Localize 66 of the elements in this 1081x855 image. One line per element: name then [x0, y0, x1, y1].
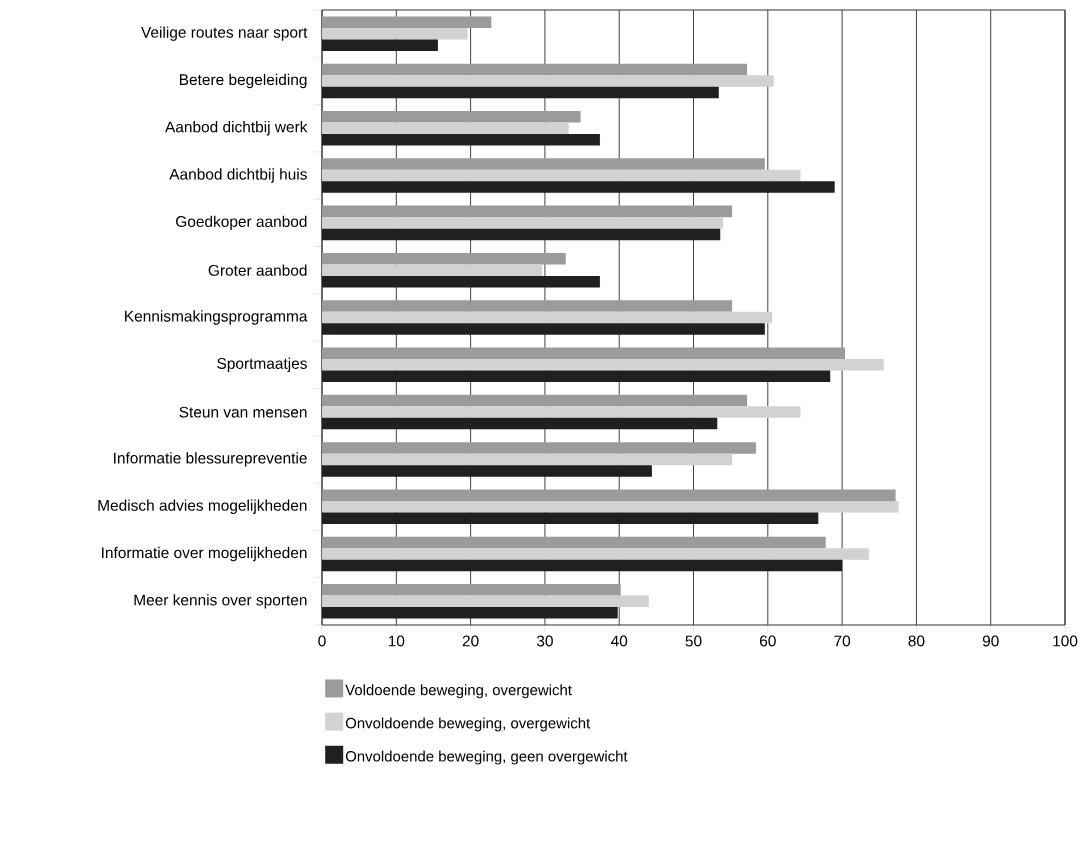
y-tick-label: Betere begeleiding: [179, 73, 307, 89]
y-tick-label: Groter aanbod: [208, 264, 307, 276]
bar: [322, 16, 492, 28]
x-tick-label: 40: [610, 635, 628, 647]
bar: [322, 252, 566, 265]
y-tick-label: Kennismakingsprogramma: [125, 310, 308, 325]
bar: [322, 63, 748, 76]
bar: [322, 607, 618, 619]
bar: [322, 300, 733, 312]
x-tick-label: 10: [388, 635, 405, 647]
bar: [322, 359, 884, 371]
bar: [322, 75, 774, 87]
bar: [322, 311, 773, 324]
x-tick-label: 50: [685, 635, 702, 647]
bar: [322, 536, 826, 549]
x-tick-label: 80: [908, 635, 925, 647]
bar: [322, 406, 801, 418]
y-tick-label: Medisch advies mogelijkheden: [98, 499, 307, 514]
x-tick-label: 0: [318, 635, 326, 647]
bar: [322, 347, 846, 360]
x-tick-label: 90: [982, 635, 999, 647]
y-tick-label: Informatie over mogelijkheden: [102, 546, 307, 562]
bar: [322, 370, 831, 383]
bar: [322, 122, 569, 135]
bar: [322, 512, 819, 524]
y-tick-label: Aanbod dichtbij werk: [165, 121, 308, 136]
x-tick-label: 30: [536, 635, 553, 647]
bar: [322, 158, 765, 170]
bar: [322, 181, 835, 193]
bar: [322, 500, 899, 513]
bar: [322, 134, 600, 146]
bar: [322, 584, 621, 596]
bar: [322, 453, 733, 466]
x-tick-label: 60: [760, 635, 776, 647]
bar: [322, 442, 756, 454]
bar: [322, 205, 733, 218]
bar: [322, 275, 600, 288]
bar: [322, 548, 869, 560]
bar: [322, 228, 721, 241]
y-tick-label: Goedkoper aanbod: [176, 215, 307, 231]
y-tick-label: Veilige routes naar sport: [141, 26, 308, 41]
bar: [322, 217, 724, 229]
bar: [322, 111, 581, 123]
bar: [322, 417, 718, 430]
bar: [322, 169, 801, 182]
legend-label: Voldoende beweging, overgewicht: [345, 684, 572, 699]
bar: [322, 86, 719, 99]
legend-label: Onvoldoende beweging, overgewicht: [345, 717, 591, 732]
x-tick-label: 100: [1053, 635, 1078, 647]
legend-label: Onvoldoende beweging, geen overgewicht: [345, 750, 628, 765]
bar: [322, 394, 748, 407]
bar: [322, 27, 468, 40]
y-tick-label: Steun van mensen: [179, 406, 307, 418]
y-tick-label: Sportmaatjes: [217, 357, 307, 372]
y-tick-label: Informatie blessurepreventie: [114, 452, 307, 467]
x-tick-label: 20: [462, 635, 479, 647]
bar: [322, 39, 438, 51]
bar: [322, 595, 649, 608]
bar: [322, 559, 843, 572]
bar: [322, 489, 896, 501]
bar: [322, 264, 542, 276]
bar: [322, 465, 652, 477]
y-tick-label: Meer kennis over sporten: [134, 594, 307, 609]
x-tick-label: 70: [834, 635, 851, 647]
bar: [322, 323, 765, 335]
y-tick-label: Aanbod dichtbij huis: [169, 168, 307, 183]
